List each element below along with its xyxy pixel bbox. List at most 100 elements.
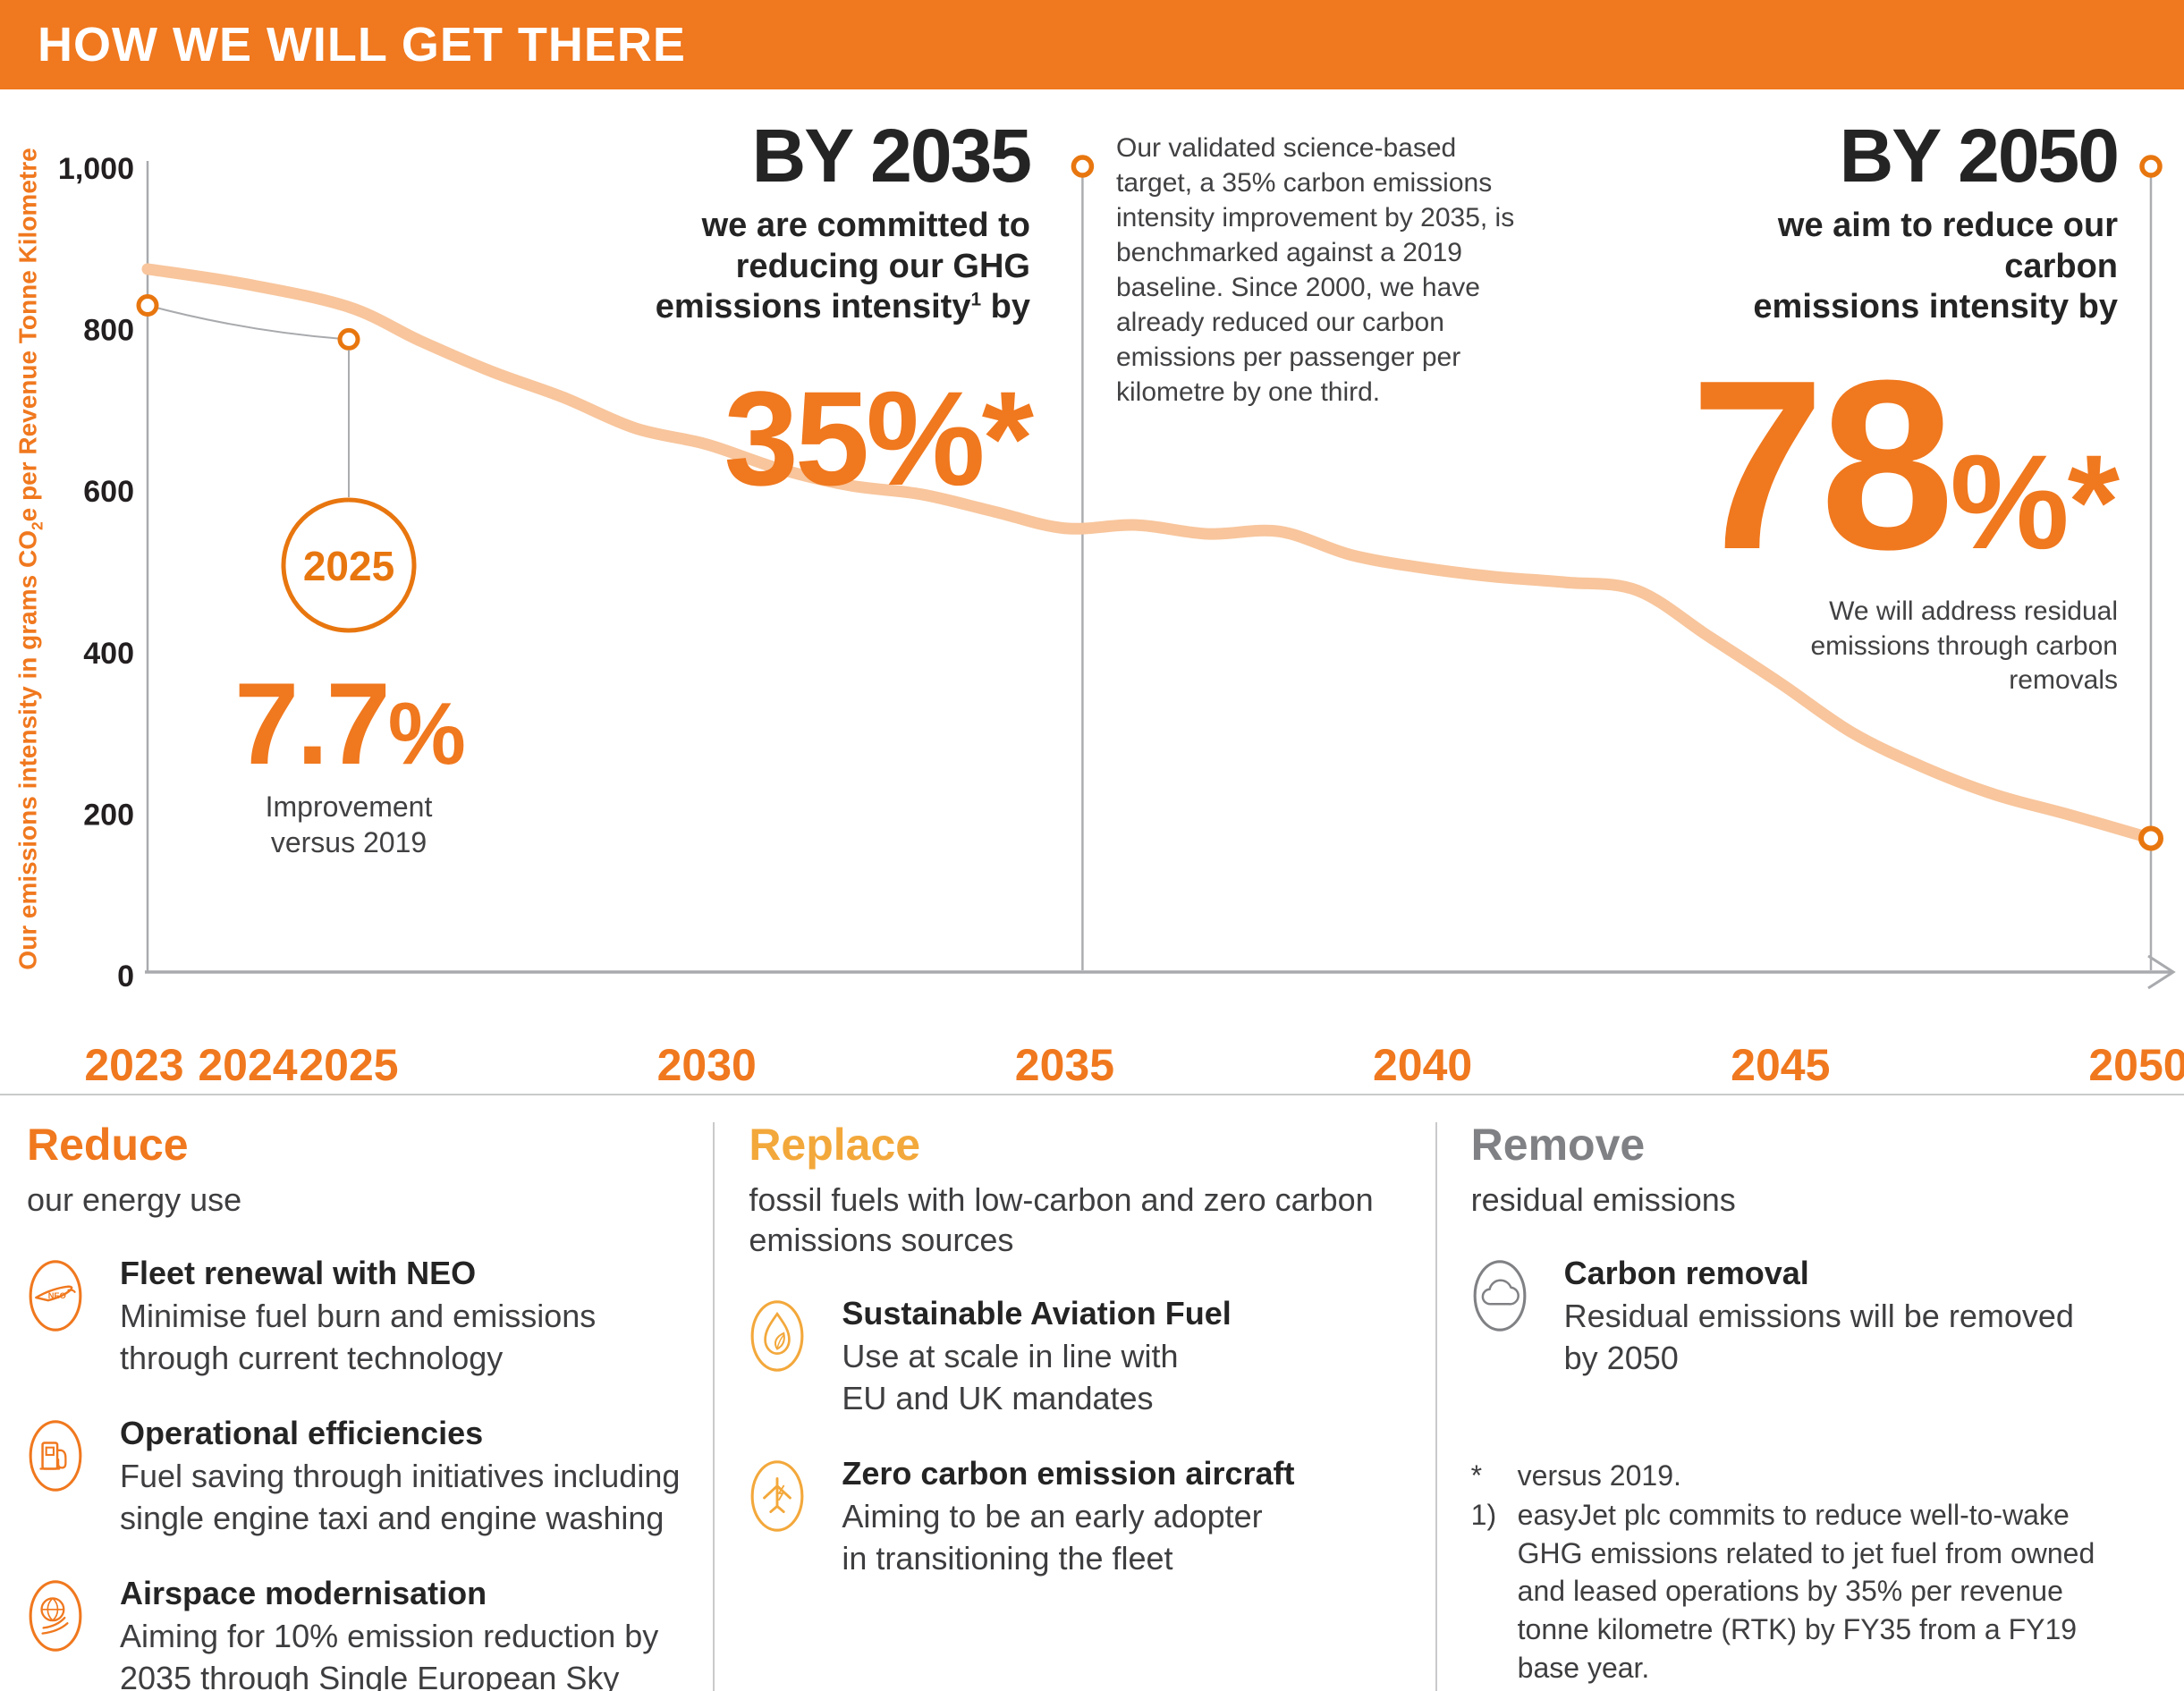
y-tick-label-400: 400 (83, 637, 134, 671)
achieved-line (147, 304, 350, 341)
achieved-marker-2025 (337, 327, 360, 351)
footnotes: * versus 2019. 1) easyJet plc commits to re… (1471, 1457, 2125, 1691)
pillar-title: Replace (749, 1120, 921, 1170)
pillar-item-title: Carbon removal (1563, 1255, 1809, 1291)
pillar-item-body: Fuel saving through initiatives includin… (120, 1457, 681, 1536)
page-title: HOW WE WILL GET THERE (38, 18, 686, 72)
pillar-subtitle: residual emissions (1470, 1181, 1736, 1218)
pillar-item: Sustainable Aviation Fuel Use at scale in… (749, 1294, 1402, 1420)
svg-text:NEO: NEO (48, 1291, 66, 1300)
x-axis-arrow-icon (2147, 954, 2176, 990)
pillar-item-body: Aiming to be an early adopter in transit… (842, 1497, 1263, 1577)
footnote-ref-1: 1 (970, 289, 982, 310)
pillar-item-body: Use at scale in line with EU and UK mand… (842, 1338, 1179, 1416)
by-2035-title: BY 2035 (751, 114, 1032, 198)
pillar-item-text: Zero carbon emission aircraft Aiming to b… (842, 1454, 1402, 1580)
improvement-2025-callout: 7.7% Improvement versus 2019 (234, 665, 466, 860)
x-tick-label-2024: 2024 (198, 1040, 297, 1090)
by-2035-callout: BY 2035 we are committed to reducing our… (590, 114, 1034, 513)
target-35-percent: 35%* (724, 362, 1034, 513)
by-2035-line3-text: emissions intensity (655, 288, 971, 326)
y-axis-title-text: Our emissions intensity in grams CO (13, 530, 42, 970)
pillar-title: Reduce (27, 1120, 189, 1170)
x-tick-label-2035: 2035 (1015, 1040, 1114, 1090)
by-2035-line3: emissions intensity1 by (590, 287, 1030, 328)
cloud-icon (1471, 1257, 1528, 1334)
pillar-item: Operational efficiencies Fuel saving thro… (27, 1414, 681, 1540)
x-tick-label-2040: 2040 (1373, 1040, 1472, 1090)
callout-2025-year-label: 2025 (303, 543, 394, 589)
by-2050-line1: we aim to reduce our carbon (1777, 207, 2118, 285)
by-2035-line1: we are committed to (701, 207, 1030, 244)
by-2035-line3-text2: by (981, 288, 1030, 326)
pillar-item-title: Operational efficiencies (120, 1414, 484, 1451)
by-2050-title: BY 2050 (1839, 114, 2120, 198)
y-tick-label-200: 200 (83, 798, 134, 832)
footnote-star-text: versus 2019. (1517, 1458, 1681, 1492)
target-78-digits: 78 (1690, 330, 1954, 600)
x-tick-label-2025: 2025 (299, 1040, 398, 1090)
pillars-section: Reduce our energy use NEO Fleet renewal wit… (0, 1094, 2184, 1691)
header-bar: HOW WE WILL GET THERE (0, 0, 2184, 89)
pillar-item-text: Operational efficiencies Fuel saving thro… (120, 1414, 681, 1540)
pillar-item-title: Zero carbon emission aircraft (842, 1454, 1295, 1492)
by-2035-subtitle: we are committed to reducing our GHG emi… (590, 206, 1030, 328)
by-2050-marker (2139, 155, 2163, 178)
y-tick-label-0: 0 (117, 960, 134, 993)
improvement-percent-sign: % (387, 684, 466, 782)
saf-droplet-icon (749, 1298, 806, 1374)
y-axis-title-sub: 2 (28, 521, 47, 530)
pillar-subtitle: fossil fuels with low-carbon and zero ca… (749, 1181, 1374, 1258)
globe-airspace-icon (27, 1577, 84, 1654)
by-2050-line2: emissions intensity by (1753, 288, 2118, 326)
y-axis-title: Our emissions intensity in grams CO2e pe… (14, 148, 47, 969)
pillar-item-body: Aiming for 10% emission reduction by 203… (120, 1617, 659, 1691)
pillar-item: Carbon removal Residual emissions will be… (1471, 1254, 2125, 1380)
pillar-item: Airspace modernisation Aiming for 10% emi… (27, 1574, 681, 1691)
by-2035-marker (1071, 155, 1095, 178)
residual-emissions-note: We will address residual emissions throu… (1810, 596, 2118, 696)
y-tick-label-800: 800 (83, 314, 134, 348)
by-2050-subtitle: we aim to reduce our carbon emissions in… (1690, 206, 2118, 328)
pillar-column-reduce: Reduce our energy use NEO Fleet renewal wit… (27, 1122, 713, 1691)
x-tick-label-2030: 2030 (657, 1040, 757, 1090)
pillar-item-text: Carbon removal Residual emissions will be… (1564, 1254, 2125, 1380)
pillar-item: Zero carbon emission aircraft Aiming to b… (749, 1454, 1402, 1580)
pillar-column-replace: Replace fossil fuels with low-carbon and … (713, 1122, 1435, 1691)
pillar-item-body: Residual emissions will be removed by 20… (1563, 1298, 2074, 1376)
x-tick-label-2045: 2045 (1731, 1040, 1830, 1090)
pillar-item-text: Fleet renewal with NEO Minimise fuel burn… (120, 1254, 681, 1380)
curve-end-marker-2050 (2138, 825, 2163, 851)
planned-pathway-curve (141, 263, 2157, 844)
pillar-subtitle: our energy use (27, 1181, 242, 1218)
footnote-star: * versus 2019. (1471, 1457, 2125, 1495)
target-78-suffix: %* (1950, 426, 2120, 577)
y-tick-label-1000: 1,000 (58, 152, 134, 186)
x-tick-label-2023: 2023 (84, 1040, 183, 1090)
pillar-item-body: Minimise fuel burn and emissions through… (120, 1298, 597, 1376)
pillar-item-title: Fleet renewal with NEO (120, 1255, 477, 1291)
by-2050-callout: BY 2050 we aim to reduce our carbon emis… (1690, 114, 2120, 698)
pillar-item-text: Sustainable Aviation Fuel Use at scale in… (842, 1294, 1402, 1420)
science-target-note: Our validated science-based target, a 35… (1116, 133, 1515, 407)
improvement-value: 7.7% (234, 665, 466, 782)
by-2035-line2: reducing our GHG (735, 247, 1030, 285)
pillar-item-text: Airspace modernisation Aiming for 10% emi… (120, 1574, 681, 1691)
callout-2025-circle (281, 497, 417, 633)
target-78-percent: 78%* (1690, 344, 2120, 586)
y-axis-title-text2: e per Revenue Tonne Kilometre (13, 148, 42, 522)
achieved-marker-2023 (136, 294, 159, 317)
footnote-one-mark: 1) (1470, 1499, 1497, 1532)
improvement-caption: Improvement versus 2019 (265, 791, 433, 858)
pillar-title: Remove (1470, 1120, 1646, 1170)
fuel-pump-icon (27, 1417, 84, 1494)
footnote-star-mark: * (1470, 1458, 1483, 1492)
pillar-item-title: Sustainable Aviation Fuel (842, 1295, 1232, 1332)
footnote-one-text: easyJet plc commits to reduce well-to-wa… (1517, 1499, 2095, 1684)
pillar-column-remove: Remove residual emissions Carbon removal Re… (1435, 1122, 2157, 1691)
pillar-item: NEO Fleet renewal with NEO Minimise fuel b… (27, 1254, 681, 1380)
improvement-digits: 7.7 (234, 658, 391, 789)
zero-carbon-aircraft-icon (749, 1458, 806, 1535)
